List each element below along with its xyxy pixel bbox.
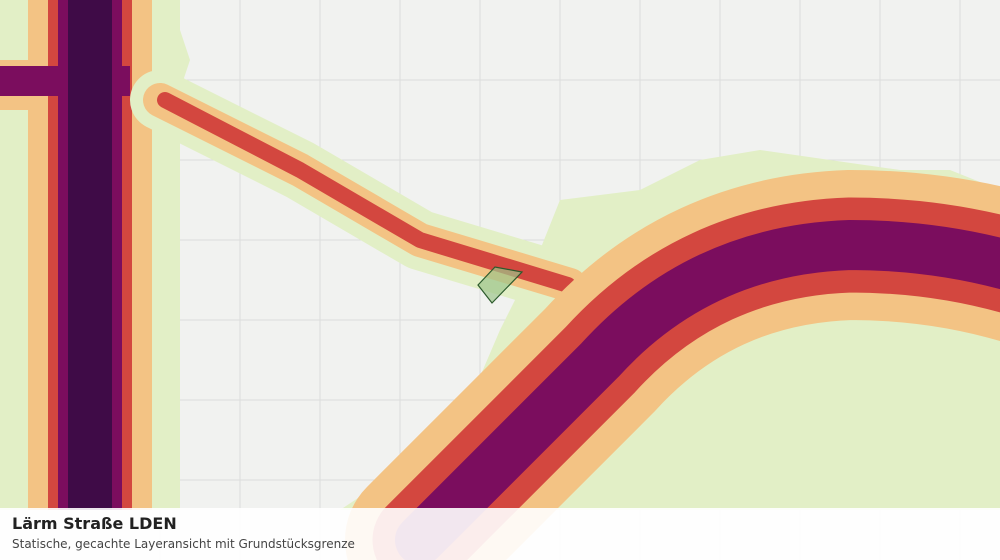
noise-vertical-road	[0, 0, 152, 510]
noise-band	[157, 92, 576, 293]
noise-band	[68, 0, 112, 510]
parcel-boundary	[477, 266, 524, 304]
map-title: Lärm Straße LDEN	[12, 514, 177, 533]
noise-curved-road	[345, 170, 1000, 560]
caption-background	[0, 508, 1000, 560]
noise-band	[395, 220, 1000, 560]
noise-diagonal-road	[130, 70, 600, 315]
map-subtitle: Statische, gecachte Layeransicht mit Gru…	[12, 537, 355, 551]
caption-panel: Lärm Straße LDEN Statische, gecachte Lay…	[0, 508, 1000, 560]
